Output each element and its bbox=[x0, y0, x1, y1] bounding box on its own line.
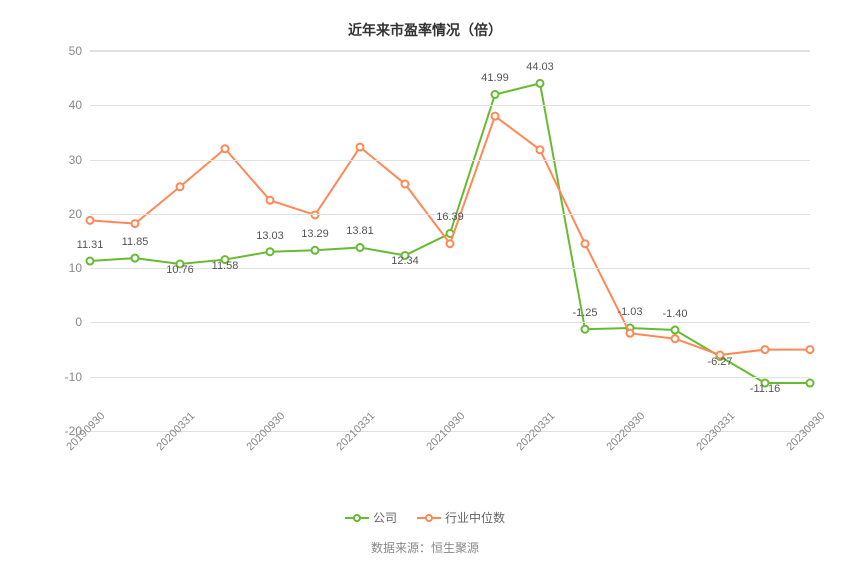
legend-label-company: 公司 bbox=[373, 509, 397, 526]
y-tick-label: 30 bbox=[69, 153, 90, 167]
legend-item-industry: 行业中位数 bbox=[417, 509, 505, 526]
x-tick-label: 20230331 bbox=[694, 410, 737, 453]
data-point bbox=[222, 145, 229, 152]
data-label: 11.85 bbox=[122, 236, 149, 248]
data-label: 10.76 bbox=[166, 264, 194, 276]
x-tick-label: 20190930 bbox=[64, 410, 107, 453]
data-point bbox=[807, 380, 814, 387]
data-label: 11.58 bbox=[212, 260, 239, 272]
data-point bbox=[807, 346, 814, 353]
grid-line bbox=[90, 377, 810, 378]
data-label: -1.40 bbox=[662, 308, 687, 320]
data-label: 11.31 bbox=[77, 239, 104, 251]
grid-line bbox=[90, 322, 810, 323]
x-tick-label: 20200930 bbox=[244, 410, 287, 453]
data-point bbox=[312, 211, 319, 218]
data-label: 13.03 bbox=[256, 230, 284, 242]
y-tick-label: 10 bbox=[69, 261, 90, 275]
y-tick-label: 50 bbox=[69, 44, 90, 58]
x-tick-label: 20210331 bbox=[334, 410, 377, 453]
data-point bbox=[762, 346, 769, 353]
data-point bbox=[492, 113, 499, 120]
data-label: 13.29 bbox=[301, 228, 329, 240]
x-tick-label: 20220331 bbox=[514, 410, 557, 453]
source-label: 数据来源：恒生聚源 bbox=[0, 539, 850, 556]
data-label: 41.99 bbox=[481, 72, 509, 84]
data-label: 12.34 bbox=[391, 255, 419, 267]
data-point bbox=[357, 244, 364, 251]
data-point bbox=[177, 183, 184, 190]
grid-line bbox=[90, 268, 810, 269]
data-point bbox=[537, 146, 544, 153]
x-axis-labels: 20190930 20200331 20200930 20210331 20210930… bbox=[50, 400, 770, 480]
y-tick-label: -10 bbox=[65, 370, 90, 384]
data-label: 13.81 bbox=[346, 225, 374, 237]
grid-line bbox=[90, 105, 810, 106]
x-tick-label: 20200331 bbox=[154, 410, 197, 453]
data-point bbox=[672, 327, 679, 334]
legend-swatch-company bbox=[345, 512, 369, 524]
legend: 公司 行业中位数 bbox=[0, 509, 850, 526]
grid-line bbox=[90, 160, 810, 161]
legend-swatch-industry bbox=[417, 512, 441, 524]
y-tick-label: 20 bbox=[69, 207, 90, 221]
x-tick-label: 20220930 bbox=[604, 410, 647, 453]
data-label: -1.03 bbox=[617, 306, 642, 318]
plot-area: -20-100102030405011.3111.8510.7611.5813.… bbox=[90, 50, 810, 430]
legend-item-company: 公司 bbox=[345, 509, 397, 526]
grid-line bbox=[90, 51, 810, 52]
data-point bbox=[267, 197, 274, 204]
data-label: -6.27 bbox=[707, 356, 732, 368]
data-point bbox=[132, 220, 139, 227]
data-point bbox=[627, 330, 634, 337]
data-point bbox=[402, 181, 409, 188]
data-point bbox=[672, 335, 679, 342]
data-point bbox=[357, 144, 364, 151]
data-label: 44.03 bbox=[526, 61, 554, 73]
data-point bbox=[312, 247, 319, 254]
data-point bbox=[132, 255, 139, 262]
data-label: -11.16 bbox=[750, 383, 780, 395]
data-point bbox=[267, 248, 274, 255]
chart-title: 近年来市盈率情况（倍） bbox=[40, 20, 810, 40]
pe-ratio-chart: 近年来市盈率情况（倍） -20-100102030405011.3111.851… bbox=[0, 0, 850, 574]
data-point bbox=[492, 91, 499, 98]
data-point bbox=[582, 240, 589, 247]
chart-svg bbox=[90, 51, 810, 431]
data-point bbox=[447, 240, 454, 247]
legend-label-industry: 行业中位数 bbox=[445, 509, 505, 526]
y-tick-label: 40 bbox=[69, 98, 90, 112]
data-point bbox=[537, 80, 544, 87]
data-point bbox=[582, 326, 589, 333]
x-tick-label: 20210930 bbox=[424, 410, 467, 453]
data-label: -1.25 bbox=[572, 307, 597, 319]
y-tick-label: 0 bbox=[75, 315, 90, 329]
data-label: 16.39 bbox=[436, 211, 464, 223]
